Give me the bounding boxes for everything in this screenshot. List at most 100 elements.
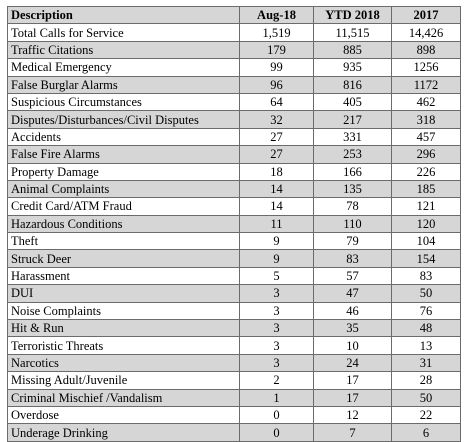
table-row: Narcotics 3 24 31	[7, 353, 461, 373]
cell-prior-year-value: 104	[391, 232, 461, 251]
header-ytd: YTD 2018	[313, 5, 392, 25]
cell-month-value: 3	[239, 336, 314, 355]
table-row: Struck Deer 9 83 154	[7, 249, 461, 268]
cell-prior-year-value: 48	[391, 319, 461, 338]
cell-ytd-value: 166	[313, 162, 392, 181]
cell-description: Property Damage	[7, 162, 240, 181]
cell-description: Theft	[7, 232, 240, 251]
cell-ytd-value: 10	[313, 336, 392, 355]
cell-description: Credit Card/ATM Fraud	[7, 197, 240, 216]
table-row: Theft 9 79 104	[7, 232, 461, 251]
cell-description: Accidents	[7, 127, 240, 147]
cell-prior-year-value: 50	[391, 284, 461, 303]
cell-prior-year-value: 1172	[391, 75, 461, 94]
table-row: Suspicious Circumstances 64 405 462	[7, 92, 461, 112]
cell-month-value: 1,519	[239, 23, 314, 42]
cell-prior-year-value: 14,426	[391, 23, 461, 42]
cell-description: False Burglar Alarms	[7, 75, 240, 94]
cell-description: Missing Adult/Juvenile	[7, 371, 240, 390]
cell-prior-year-value: 226	[391, 162, 461, 181]
cell-ytd-value: 24	[313, 353, 392, 373]
table-row: Overdose 0 12 22	[7, 405, 461, 425]
table-row: Disputes/Disturbances/Civil Disputes 32 21…	[7, 110, 461, 129]
cell-month-value: 11	[239, 214, 314, 234]
cell-month-value: 3	[239, 301, 314, 321]
cell-month-value: 9	[239, 232, 314, 251]
cell-prior-year-value: 457	[391, 127, 461, 147]
cell-description: False Fire Alarms	[7, 145, 240, 164]
cell-prior-year-value: 185	[391, 179, 461, 199]
cell-description: Disputes/Disturbances/Civil Disputes	[7, 110, 240, 129]
cell-month-value: 2	[239, 371, 314, 390]
calls-for-service-table: Description Aug-18 YTD 2018 2017 Total C…	[7, 5, 461, 442]
cell-description: Noise Complaints	[7, 301, 240, 321]
cell-month-value: 9	[239, 249, 314, 268]
cell-description: Criminal Mischief /Vandalism	[7, 388, 240, 407]
cell-ytd-value: 57	[313, 266, 392, 286]
cell-description: Total Calls for Service	[7, 23, 240, 42]
cell-prior-year-value: 898	[391, 40, 461, 60]
cell-month-value: 32	[239, 110, 314, 129]
cell-month-value: 3	[239, 284, 314, 303]
cell-prior-year-value: 13	[391, 336, 461, 355]
cell-prior-year-value: 296	[391, 145, 461, 164]
cell-ytd-value: 46	[313, 301, 392, 321]
cell-prior-year-value: 31	[391, 353, 461, 373]
cell-month-value: 14	[239, 197, 314, 216]
cell-ytd-value: 935	[313, 58, 392, 77]
cell-description: Hazardous Conditions	[7, 214, 240, 234]
cell-prior-year-value: 28	[391, 371, 461, 390]
cell-ytd-value: 135	[313, 179, 392, 199]
table-row: Hazardous Conditions 11 110 120	[7, 214, 461, 234]
cell-month-value: 18	[239, 162, 314, 181]
cell-month-value: 5	[239, 266, 314, 286]
table-row: Property Damage 18 166 226	[7, 162, 461, 181]
cell-prior-year-value: 1256	[391, 58, 461, 77]
cell-ytd-value: 78	[313, 197, 392, 216]
cell-ytd-value: 885	[313, 40, 392, 60]
table-row: DUI 3 47 50	[7, 284, 461, 303]
cell-ytd-value: 217	[313, 110, 392, 129]
cell-prior-year-value: 462	[391, 92, 461, 112]
header-description: Description	[7, 5, 240, 25]
table-row: Total Calls for Service 1,519 11,515 14,426	[7, 23, 461, 42]
cell-month-value: 0	[239, 405, 314, 425]
table-row: Traffic Citations 179 885 898	[7, 40, 461, 60]
cell-description: Animal Complaints	[7, 179, 240, 199]
header-month: Aug-18	[239, 5, 314, 25]
cell-description: Narcotics	[7, 353, 240, 373]
calls-table-container: Description Aug-18 YTD 2018 2017 Total C…	[7, 5, 461, 442]
cell-description: Traffic Citations	[7, 40, 240, 60]
cell-description: Overdose	[7, 405, 240, 425]
table-row: Credit Card/ATM Fraud 14 78 121	[7, 197, 461, 216]
cell-description: Underage Drinking	[7, 423, 240, 442]
cell-description: Suspicious Circumstances	[7, 92, 240, 112]
header-prior-year: 2017	[391, 5, 461, 25]
cell-description: Hit & Run	[7, 319, 240, 338]
cell-description: DUI	[7, 284, 240, 303]
cell-ytd-value: 11,515	[313, 23, 392, 42]
cell-ytd-value: 35	[313, 319, 392, 338]
cell-ytd-value: 83	[313, 249, 392, 268]
cell-ytd-value: 17	[313, 388, 392, 407]
cell-ytd-value: 12	[313, 405, 392, 425]
table-body: Total Calls for Service 1,519 11,515 14,426…	[7, 23, 461, 442]
cell-ytd-value: 253	[313, 145, 392, 164]
cell-prior-year-value: 83	[391, 266, 461, 286]
cell-prior-year-value: 120	[391, 214, 461, 234]
table-row: Noise Complaints 3 46 76	[7, 301, 461, 321]
table-row: Criminal Mischief /Vandalism 1 17 50	[7, 388, 461, 407]
table-row: Accidents 27 331 457	[7, 127, 461, 147]
cell-month-value: 27	[239, 127, 314, 147]
cell-month-value: 96	[239, 75, 314, 94]
cell-prior-year-value: 154	[391, 249, 461, 268]
table-row: False Burglar Alarms 96 816 1172	[7, 75, 461, 94]
cell-ytd-value: 110	[313, 214, 392, 234]
table-row: Medical Emergency 99 935 1256	[7, 58, 461, 77]
table-row: Missing Adult/Juvenile 2 17 28	[7, 371, 461, 390]
cell-month-value: 0	[239, 423, 314, 442]
cell-description: Harassment	[7, 266, 240, 286]
cell-month-value: 179	[239, 40, 314, 60]
cell-ytd-value: 331	[313, 127, 392, 147]
cell-month-value: 64	[239, 92, 314, 112]
